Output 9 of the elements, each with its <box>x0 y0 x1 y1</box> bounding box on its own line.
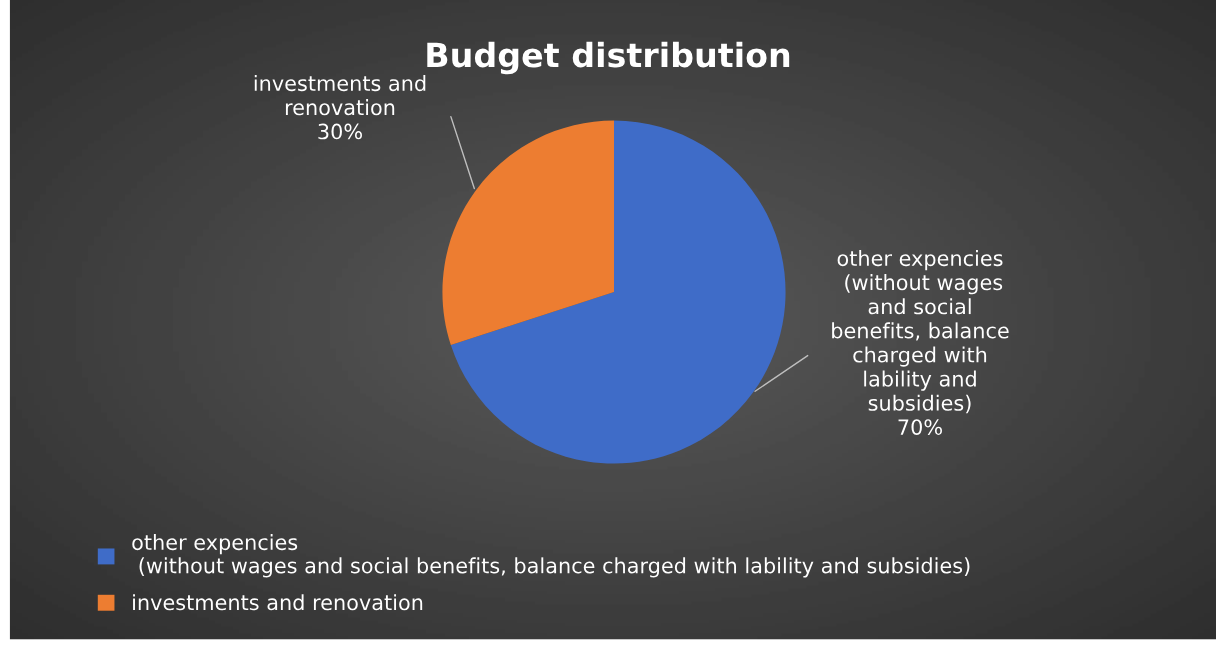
text: other expencies (without wages and social benefits, balance charged with lability and subsidies) <box>832 250 1009 414</box>
data-label: 70% <box>898 419 942 435</box>
pie-slice <box>450 120 786 464</box>
legend-label: other expencies (without wages and social benefits, balance charged with lability and subsidies) <box>132 534 970 578</box>
legend-label: investments and renovation <box>133 594 423 611</box>
text: investments and renovation <box>254 75 426 116</box>
chart-title: Budget distribution <box>427 41 790 75</box>
pie-slice <box>442 120 614 346</box>
data-label: 30% <box>318 123 362 140</box>
